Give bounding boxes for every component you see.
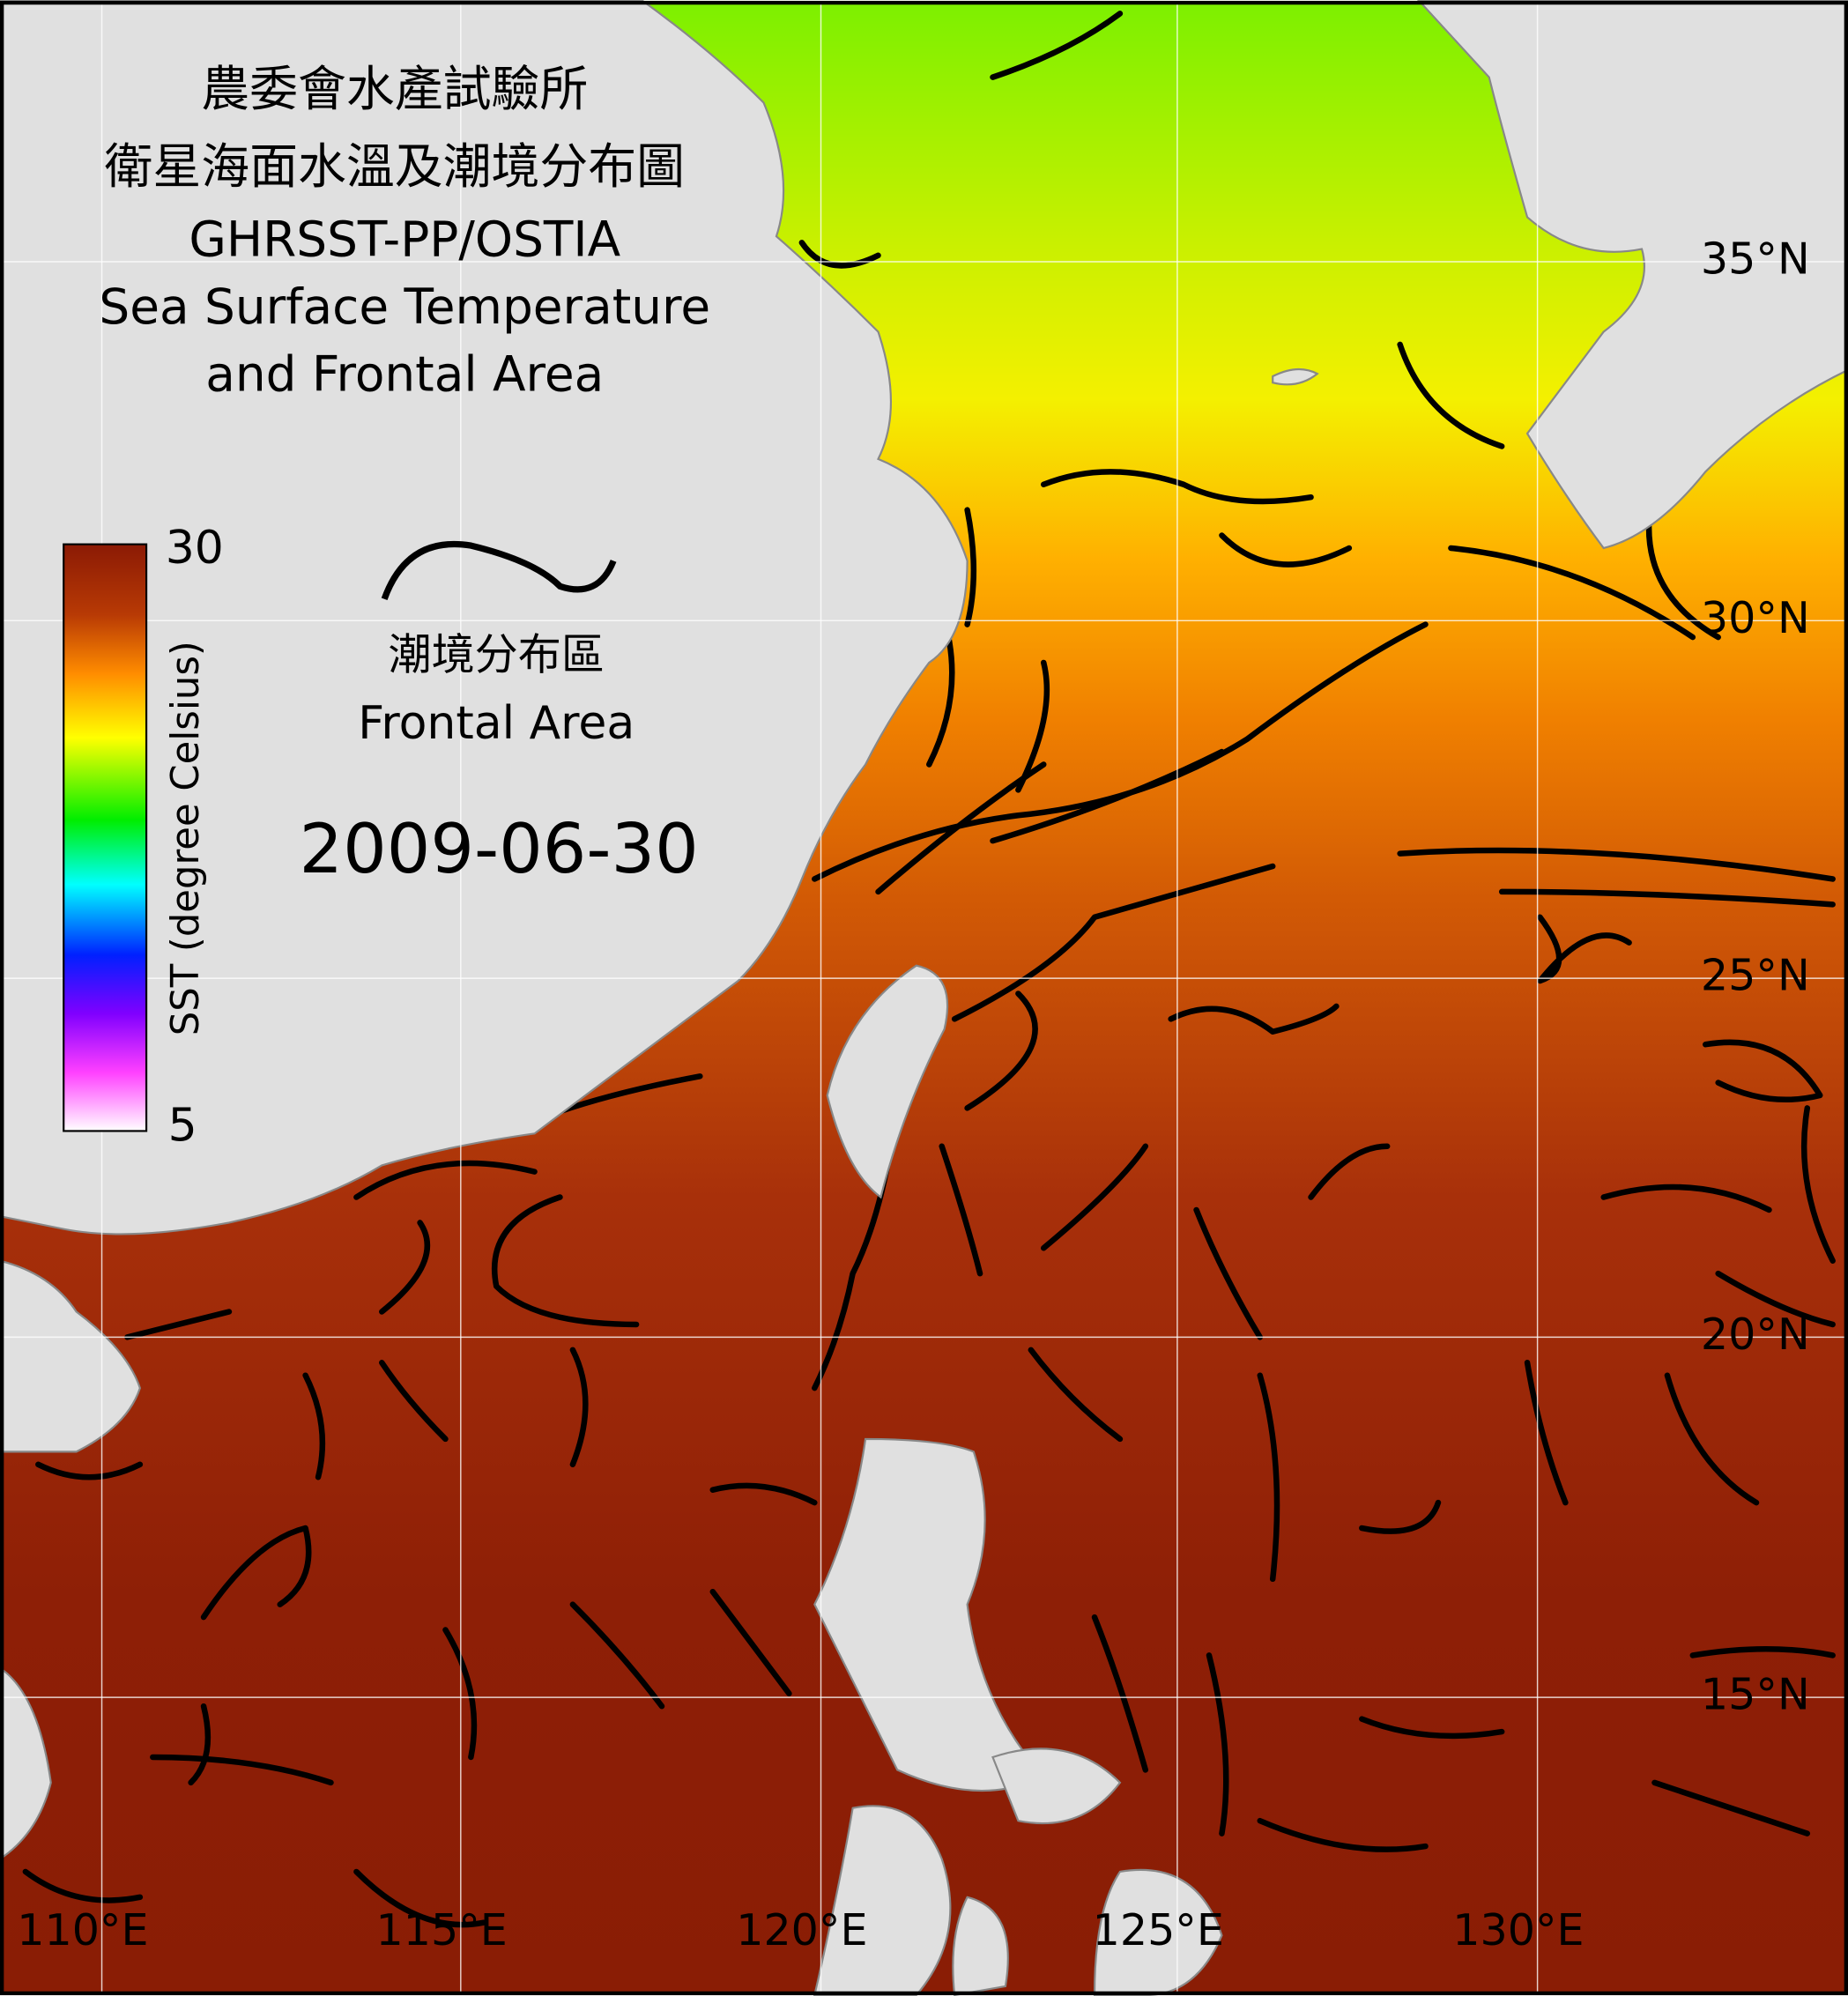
colorbar-label: SST (degree Celsius) — [164, 641, 208, 1035]
legend-symbol — [381, 540, 617, 600]
legend-zh: 潮境分布區 — [389, 629, 605, 680]
date: 2009-06-30 — [300, 810, 699, 889]
title: 農委會水產試驗所 衛星海面水溫及潮境分布圖 GHRSST-PP/OSTIA Se… — [99, 61, 710, 403]
lat-label: 35°N — [1701, 234, 1810, 285]
lat-label: 15°N — [1701, 1669, 1810, 1720]
coordinate-labels: 35°N 30°N 25°N 20°N 15°N 110°E 115°E 120°E 125°E… — [17, 234, 1809, 1955]
lon-label: 120°E — [736, 1904, 867, 1955]
lat-label: 20°N — [1701, 1309, 1810, 1360]
lon-label: 130°E — [1452, 1904, 1584, 1955]
title-en-2: Sea Surface Temperature — [99, 278, 710, 335]
title-en-1: GHRSST-PP/OSTIA — [189, 211, 620, 267]
legend-en: Frontal Area — [358, 697, 635, 750]
colorbar — [63, 543, 148, 1132]
lon-label: 125°E — [1093, 1904, 1224, 1955]
colorbar-max: 30 — [166, 522, 224, 575]
title-en-3: and Frontal Area — [205, 346, 604, 403]
title-zh-2: 衛星海面水溫及潮境分布圖 — [104, 138, 685, 195]
lon-label: 115°E — [376, 1904, 508, 1955]
title-zh-1: 農委會水產試驗所 — [201, 61, 588, 117]
lon-label: 110°E — [17, 1904, 148, 1955]
lat-label: 25°N — [1701, 950, 1810, 1001]
colorbar-min: 5 — [168, 1100, 197, 1153]
lat-label: 30°N — [1701, 592, 1810, 643]
